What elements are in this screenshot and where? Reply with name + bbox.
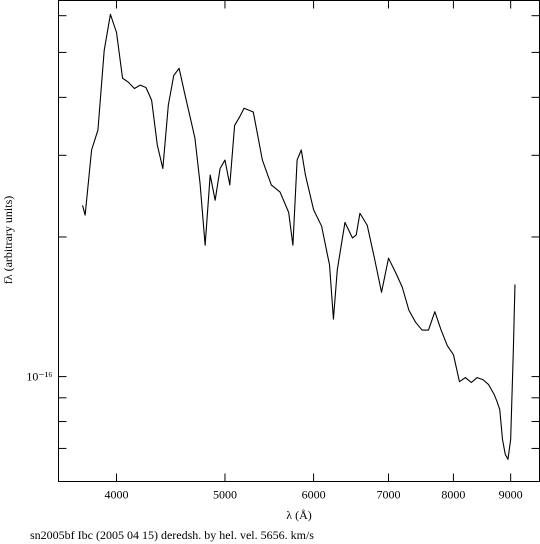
x-tick-label: 7000 (377, 488, 401, 502)
plot-frame (58, 0, 540, 482)
x-axis-label: λ (Å) (286, 508, 311, 522)
chart-title: sn2005bf Ibc (2005 04 15) deredsh. by he… (30, 528, 314, 542)
spectrum-line (82, 13, 516, 460)
y-tick-label: 10⁻¹⁶ (26, 370, 52, 384)
x-tick-label: 8000 (441, 488, 465, 502)
x-tick-label: 4000 (105, 488, 129, 502)
x-tick-label: 9000 (499, 488, 523, 502)
x-tick-label: 5000 (213, 488, 237, 502)
x-tick-label: 6000 (302, 488, 326, 502)
y-axis-label: fλ (arbitrary units) (1, 196, 15, 284)
